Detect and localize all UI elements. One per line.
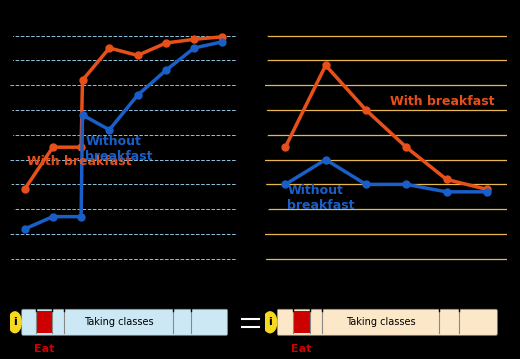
Text: With breakfast: With breakfast [390, 95, 495, 108]
Polygon shape [245, 11, 269, 284]
Text: Without
breakfast: Without breakfast [85, 135, 153, 163]
FancyBboxPatch shape [22, 309, 228, 335]
Text: i: i [13, 317, 17, 327]
Text: With breakfast: With breakfast [28, 155, 132, 168]
Circle shape [263, 312, 277, 333]
Text: i: i [268, 317, 272, 327]
Text: Without
breakfast: Without breakfast [288, 184, 355, 212]
Text: Taking classes: Taking classes [84, 317, 153, 327]
Polygon shape [0, 11, 15, 284]
Text: Taking classes: Taking classes [346, 317, 415, 327]
FancyBboxPatch shape [36, 311, 52, 334]
FancyBboxPatch shape [293, 311, 310, 334]
Text: Eat: Eat [34, 344, 55, 354]
FancyBboxPatch shape [277, 309, 497, 335]
Text: Eat: Eat [291, 344, 311, 354]
Circle shape [9, 312, 21, 333]
